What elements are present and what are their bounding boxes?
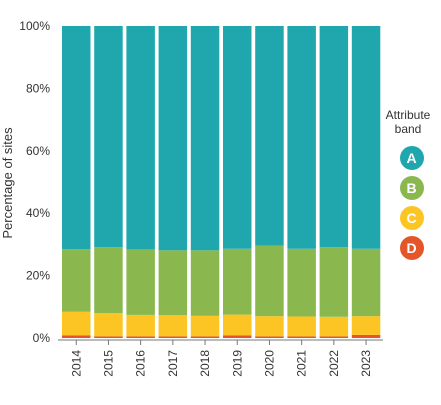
legend-item-b: B bbox=[399, 176, 424, 200]
bar-segment-a-2019 bbox=[223, 26, 252, 249]
bar-segment-d-2020 bbox=[255, 336, 284, 338]
bar-segment-b-2016 bbox=[126, 249, 155, 315]
bar-segment-d-2019 bbox=[223, 335, 252, 338]
bar-segment-c-2022 bbox=[319, 316, 349, 337]
bar-segment-a-2021 bbox=[287, 26, 316, 249]
legend-item-d: D bbox=[399, 236, 424, 260]
bar-segment-a-2014 bbox=[62, 26, 91, 250]
bar-segment-c-2019 bbox=[223, 314, 252, 336]
bar-segment-c-2021 bbox=[287, 316, 316, 337]
bar-segment-c-2018 bbox=[190, 315, 220, 337]
x-tick-label: 2021 bbox=[295, 350, 309, 377]
y-tick-label: 40% bbox=[26, 206, 50, 220]
x-tick-label: 2019 bbox=[230, 350, 244, 377]
bar-segment-a-2016 bbox=[126, 26, 155, 250]
bar-segment-a-2022 bbox=[319, 26, 349, 248]
bar-segment-d-2014 bbox=[62, 335, 91, 338]
bar-segment-c-2020 bbox=[255, 316, 284, 337]
x-tick-label: 2020 bbox=[262, 350, 276, 377]
bar-segment-c-2015 bbox=[94, 313, 123, 337]
bar-segment-a-2018 bbox=[190, 26, 220, 251]
bar-segment-c-2014 bbox=[62, 311, 91, 336]
y-axis: 0% 20% 40% 60% 80% 100% bbox=[19, 19, 50, 345]
y-tick-label: 80% bbox=[26, 81, 50, 95]
y-tick-label: 20% bbox=[26, 269, 50, 283]
legend-title: Attribute band bbox=[385, 108, 431, 136]
x-tick-label: 2016 bbox=[134, 350, 148, 377]
bar-segment-b-2021 bbox=[287, 248, 316, 317]
bar-segment-c-2016 bbox=[126, 314, 155, 337]
x-tick-label: 2014 bbox=[69, 350, 83, 377]
y-tick-label: 100% bbox=[19, 19, 50, 33]
bar-segment-d-2016 bbox=[126, 336, 155, 338]
bar-segment-b-2015 bbox=[94, 247, 123, 314]
bar-segment-a-2017 bbox=[158, 26, 188, 251]
x-tick-label: 2018 bbox=[198, 350, 212, 377]
bar-segment-b-2020 bbox=[255, 245, 284, 317]
y-tick-label: 60% bbox=[26, 144, 50, 158]
bar-segment-a-2015 bbox=[94, 26, 123, 248]
bar-segment-d-2022 bbox=[319, 336, 349, 338]
bar-segment-b-2017 bbox=[158, 250, 188, 316]
bar-segment-d-2018 bbox=[190, 336, 220, 338]
bar-segment-a-2020 bbox=[255, 26, 284, 246]
bar-segment-a-2023 bbox=[351, 26, 381, 249]
bar-segment-b-2023 bbox=[351, 248, 381, 317]
bar-segment-b-2018 bbox=[190, 250, 220, 316]
bar-segment-b-2022 bbox=[319, 247, 349, 317]
legend-item-c: C bbox=[399, 206, 424, 230]
x-axis: 2014 2015 2016 2017 2018 2019 2020 2021 2022 2023 bbox=[69, 340, 373, 377]
x-tick-label: 2022 bbox=[327, 350, 341, 377]
x-tick-label: 2023 bbox=[359, 350, 373, 377]
x-tick-label: 2015 bbox=[101, 350, 115, 377]
bar-segment-d-2021 bbox=[287, 336, 316, 338]
y-axis-label: Percentage of sites bbox=[0, 127, 15, 239]
bar-segment-b-2019 bbox=[223, 248, 252, 315]
bar-area bbox=[62, 26, 381, 338]
x-tick-label: 2017 bbox=[166, 350, 180, 377]
bar-segment-d-2017 bbox=[158, 336, 188, 338]
y-tick-label: 0% bbox=[33, 331, 51, 345]
bar-segment-c-2023 bbox=[351, 316, 381, 335]
bar-segment-b-2014 bbox=[62, 249, 91, 312]
bar-segment-c-2017 bbox=[158, 315, 188, 337]
bar-segment-d-2023 bbox=[351, 334, 381, 338]
legend-item-a: A bbox=[399, 146, 424, 170]
bar-segment-d-2015 bbox=[94, 336, 123, 338]
